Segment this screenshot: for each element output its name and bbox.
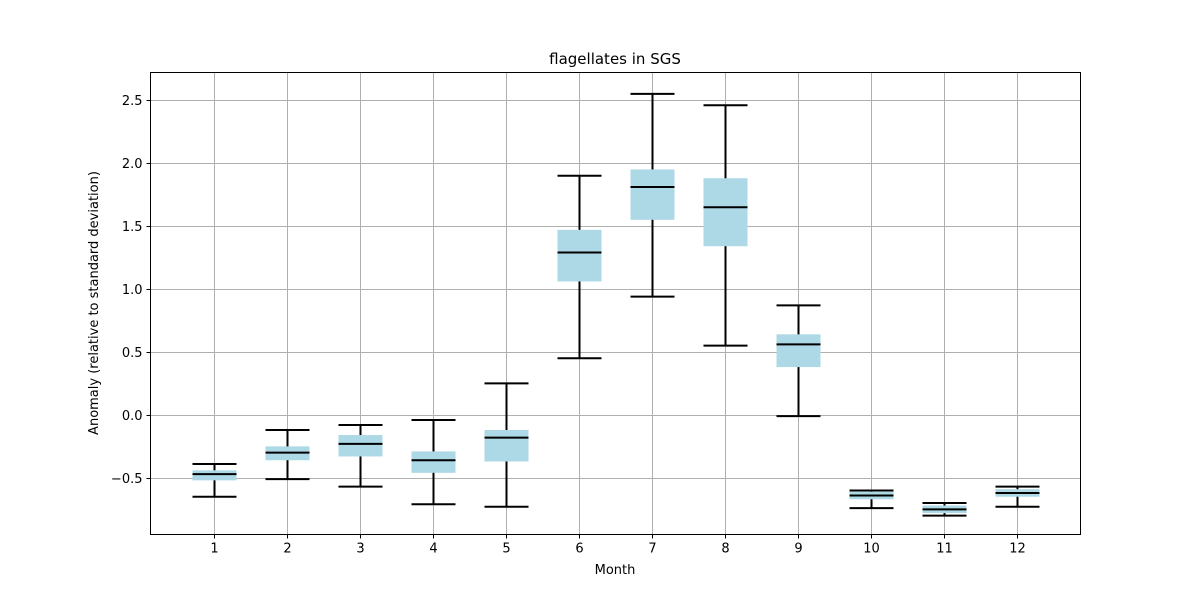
y-tick-label: 0.0	[122, 409, 143, 424]
box-series	[192, 92, 1040, 517]
y-tick-label: 2.0	[122, 157, 143, 172]
box-month-11	[922, 502, 967, 517]
plot-frame	[150, 72, 1081, 535]
grid-lines	[150, 72, 1081, 535]
x-tick-label: 1	[210, 542, 218, 557]
box-month-9	[776, 304, 821, 418]
box-month-6	[557, 174, 602, 360]
chart-title: flagellates in SGS	[549, 50, 681, 68]
box-month-7	[630, 92, 675, 298]
y-tick-label: −0.5	[111, 472, 143, 487]
y-tick-label: 1.5	[122, 220, 143, 235]
box-month-12	[995, 485, 1040, 508]
y-axis-label: Anomaly (relative to standard deviation)	[87, 171, 102, 435]
x-axis-ticks: 1 2 3 4 5 6 7 8 9 10 11 12	[210, 534, 1026, 557]
x-tick-label: 4	[429, 542, 437, 557]
y-tick-label: 2.5	[122, 94, 143, 109]
box-iqr	[557, 229, 602, 282]
box-month-10	[849, 489, 894, 510]
box-month-2	[265, 429, 310, 481]
x-tick-label: 8	[721, 542, 729, 557]
box-month-4	[411, 418, 456, 506]
y-axis-ticks: −0.5 0.0 0.5 1.0 1.5 2.0 2.5	[111, 94, 151, 487]
x-tick-label: 3	[356, 542, 364, 557]
box-iqr	[630, 169, 675, 220]
x-tick-label: 12	[1009, 542, 1026, 557]
box-month-3	[338, 423, 383, 488]
x-tick-label: 2	[283, 542, 291, 557]
x-tick-label: 9	[794, 542, 802, 557]
box-iqr	[192, 470, 237, 481]
x-tick-label: 10	[863, 542, 880, 557]
y-tick-label: 0.5	[122, 346, 143, 361]
box-month-5	[484, 382, 529, 508]
x-tick-label: 11	[936, 542, 953, 557]
box-iqr	[776, 334, 821, 368]
box-month-1	[192, 463, 237, 498]
x-axis-label: Month	[595, 563, 636, 578]
x-tick-label: 5	[502, 542, 510, 557]
box-iqr	[703, 178, 748, 247]
x-tick-label: 6	[575, 542, 583, 557]
box-iqr	[338, 435, 383, 457]
box-iqr	[411, 451, 456, 473]
box-iqr	[484, 430, 529, 462]
x-tick-label: 7	[648, 542, 656, 557]
y-tick-label: 1.0	[122, 283, 143, 298]
box-month-8	[703, 104, 748, 347]
